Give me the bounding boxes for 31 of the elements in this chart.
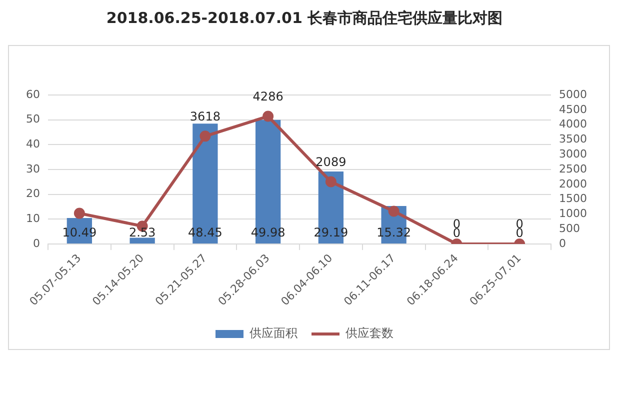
y2-tick-label: 1000 [559, 207, 587, 220]
data-label: 2089 [316, 154, 346, 169]
point [262, 110, 274, 122]
y2-tick-label: 4500 [559, 102, 587, 116]
bar [130, 238, 155, 244]
y-tick-label: 20 [26, 187, 40, 200]
data-label: 4286 [252, 89, 284, 104]
y-tick-label: 60 [26, 88, 40, 101]
point [200, 130, 211, 142]
y2-tick-label: 4000 [559, 118, 587, 131]
y2-tick-label: 3500 [559, 132, 587, 146]
y2-tick-label: 0 [559, 236, 566, 250]
y-tick-label: 10 [26, 212, 40, 226]
y2-tick-label: 500 [559, 222, 580, 235]
legend-label: 供应套数 [346, 326, 394, 340]
legend-label: 供应面积 [250, 326, 298, 340]
data-label: 2.53 [128, 226, 156, 240]
point [325, 176, 336, 188]
y-tick-label: 40 [26, 138, 40, 151]
point [74, 208, 85, 219]
chart-title: 2018.06.25-2018.07.01 长春市商品住宅供应量比对图 [106, 8, 503, 27]
y2-tick-label: 5000 [559, 88, 587, 101]
y2-tick-label: 3000 [559, 147, 587, 160]
y2-tick-label: 2500 [559, 162, 587, 176]
y-tick-label: 0 [33, 236, 40, 250]
y-tick-label: 50 [26, 112, 40, 126]
y-tick-label: 30 [26, 162, 40, 176]
point [388, 206, 400, 217]
data-label: 3618 [190, 109, 220, 124]
y2-tick-label: 1500 [559, 192, 587, 206]
y2-tick-label: 2000 [559, 177, 587, 190]
